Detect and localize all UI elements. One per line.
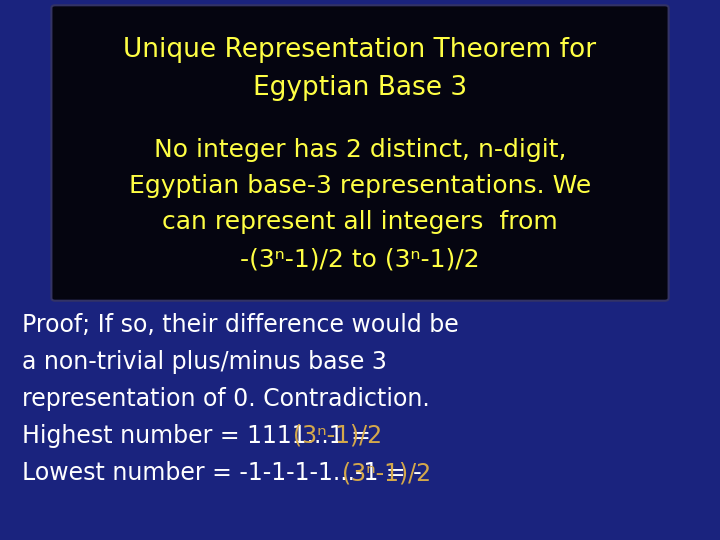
- Text: Proof; If so, their difference would be: Proof; If so, their difference would be: [22, 313, 459, 337]
- Text: (3ⁿ-1)/2: (3ⁿ-1)/2: [293, 424, 382, 448]
- FancyBboxPatch shape: [51, 5, 669, 301]
- Text: Lowest number = -1-1-1-1...-1 = -: Lowest number = -1-1-1-1...-1 = -: [22, 461, 422, 485]
- Text: No integer has 2 distinct, n-digit,: No integer has 2 distinct, n-digit,: [154, 138, 566, 162]
- Text: (3ⁿ-1)/2: (3ⁿ-1)/2: [342, 461, 431, 485]
- Text: can represent all integers  from: can represent all integers from: [162, 210, 558, 234]
- Text: Egyptian Base 3: Egyptian Base 3: [253, 75, 467, 101]
- Text: Egyptian base-3 representations. We: Egyptian base-3 representations. We: [129, 174, 591, 198]
- Text: representation of 0. Contradiction.: representation of 0. Contradiction.: [22, 387, 430, 411]
- Text: Highest number = 1111...1 =: Highest number = 1111...1 =: [22, 424, 379, 448]
- Text: a non-trivial plus/minus base 3: a non-trivial plus/minus base 3: [22, 350, 387, 374]
- Text: -(3ⁿ-1)/2 to (3ⁿ-1)/2: -(3ⁿ-1)/2 to (3ⁿ-1)/2: [240, 248, 480, 272]
- Text: Unique Representation Theorem for: Unique Representation Theorem for: [123, 37, 597, 63]
